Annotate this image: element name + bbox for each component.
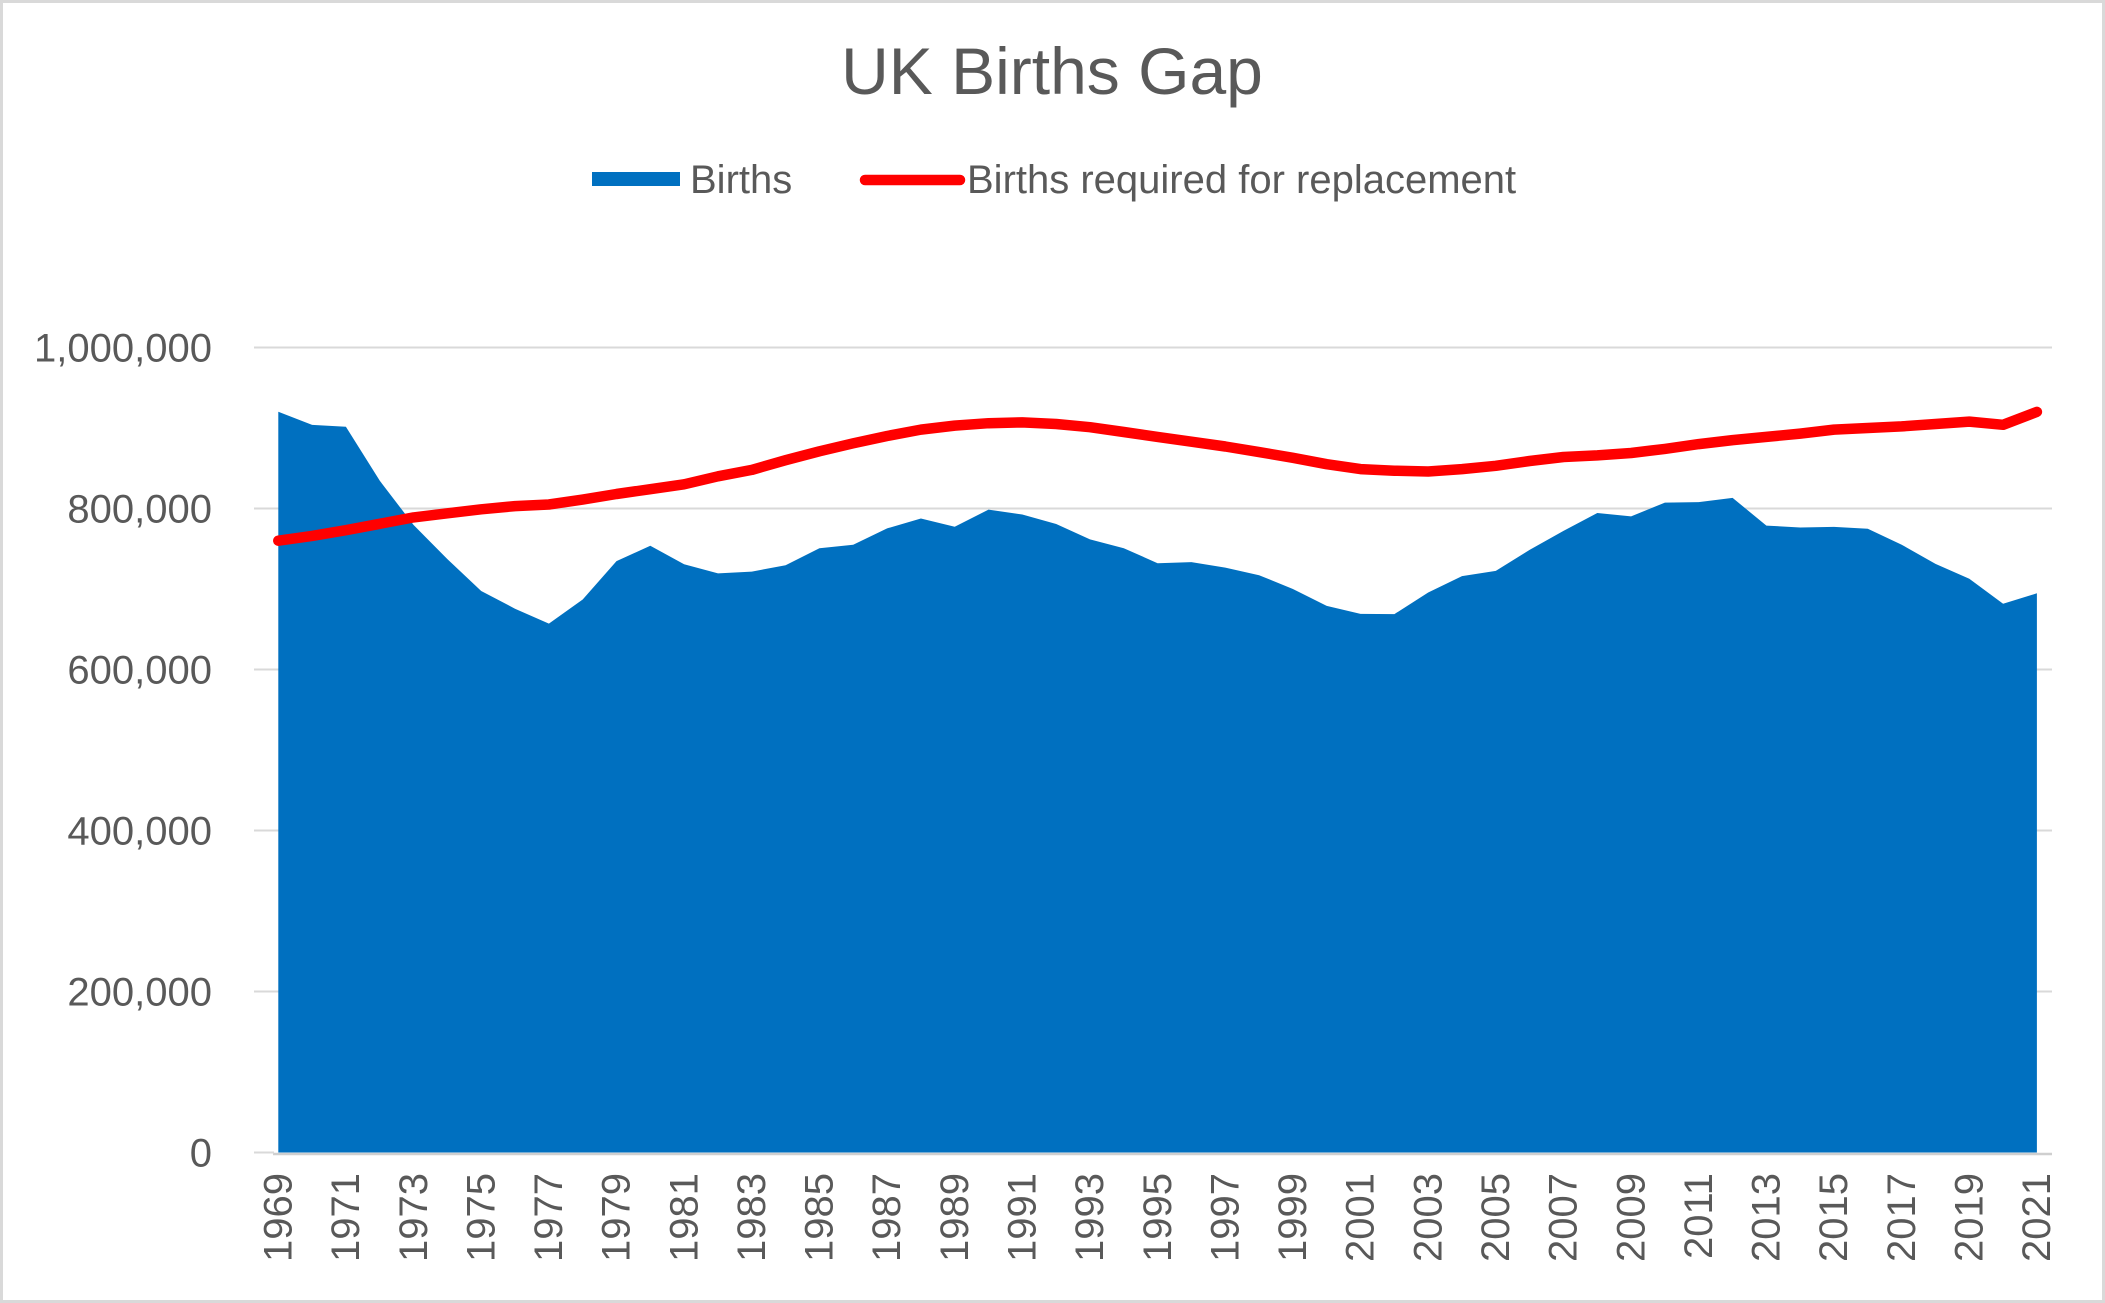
births-legend-label: Births: [690, 158, 792, 202]
y-axis-tick-label: 1,000,000: [34, 327, 212, 371]
x-axis-tick-labels: 1969 1971 1973 1975 1977 1979 1981 1983 1985 1987…: [256, 1173, 2059, 1262]
x-axis-tick-label: 2005: [1474, 1173, 1518, 1262]
y-axis-tick-label: 600,000: [67, 649, 212, 693]
x-axis-tick-label: 2003: [1406, 1173, 1450, 1262]
x-axis-tick-label: 2009: [1609, 1173, 1653, 1262]
x-axis-tick-label: 2001: [1339, 1173, 1383, 1262]
y-axis-tick-label: 800,000: [67, 488, 212, 532]
x-axis-tick-label: 2011: [1677, 1173, 1721, 1259]
x-axis-tick-label: 1973: [392, 1173, 436, 1262]
x-axis-tick-label: 1977: [527, 1173, 571, 1262]
uk-births-gap-chart: 0 200,000 400,000 600,000 800,000 1,000,000 1…: [34, 34, 2059, 1262]
y-axis-tick-label: 400,000: [67, 810, 212, 854]
x-axis-tick-label: 1989: [933, 1173, 977, 1262]
x-axis-tick-label: 1985: [798, 1173, 842, 1262]
y-axis-tick-marks: [254, 346, 274, 1154]
x-axis-tick-label: 2015: [1812, 1173, 1856, 1262]
x-axis-tick-label: 2017: [1880, 1173, 1924, 1262]
replacement-legend-label: Births required for replacement: [967, 158, 1516, 202]
x-axis-tick-label: 1975: [459, 1173, 503, 1262]
x-axis-tick-label: 1971: [324, 1173, 368, 1262]
x-axis-tick-label: 1969: [256, 1173, 300, 1262]
x-axis-tick-label: 1987: [865, 1173, 909, 1262]
births-legend-swatch: [592, 172, 680, 186]
x-axis-tick-label: 2013: [1745, 1173, 1789, 1262]
x-axis-tick-label: 2007: [1542, 1173, 1586, 1262]
x-axis-tick-label: 1983: [730, 1173, 774, 1262]
chart-title: UK Births Gap: [841, 34, 1263, 108]
legend: Births Births required for replacement: [592, 158, 1516, 202]
births-area-series: [278, 411, 2037, 1153]
replacement-line-series: [273, 406, 2043, 546]
x-axis-tick-label: 2021: [2015, 1173, 2059, 1262]
x-axis-tick-label: 1979: [595, 1173, 639, 1262]
x-axis-tick-label: 1981: [662, 1173, 706, 1262]
y-axis-tick-label: 0: [190, 1132, 212, 1176]
y-axis-tick-label: 200,000: [67, 971, 212, 1015]
x-axis-tick-label: 1993: [1068, 1173, 1112, 1262]
x-axis-tick-label: 1995: [1136, 1173, 1180, 1262]
y-axis-tick-labels: 0 200,000 400,000 600,000 800,000 1,000,000: [34, 327, 212, 1176]
x-axis-tick-label: 1999: [1271, 1173, 1315, 1262]
x-axis-tick-label: 1997: [1203, 1173, 1247, 1262]
x-axis-tick-label: 1991: [1001, 1173, 1045, 1262]
x-axis-tick-label: 2019: [1948, 1173, 1992, 1262]
